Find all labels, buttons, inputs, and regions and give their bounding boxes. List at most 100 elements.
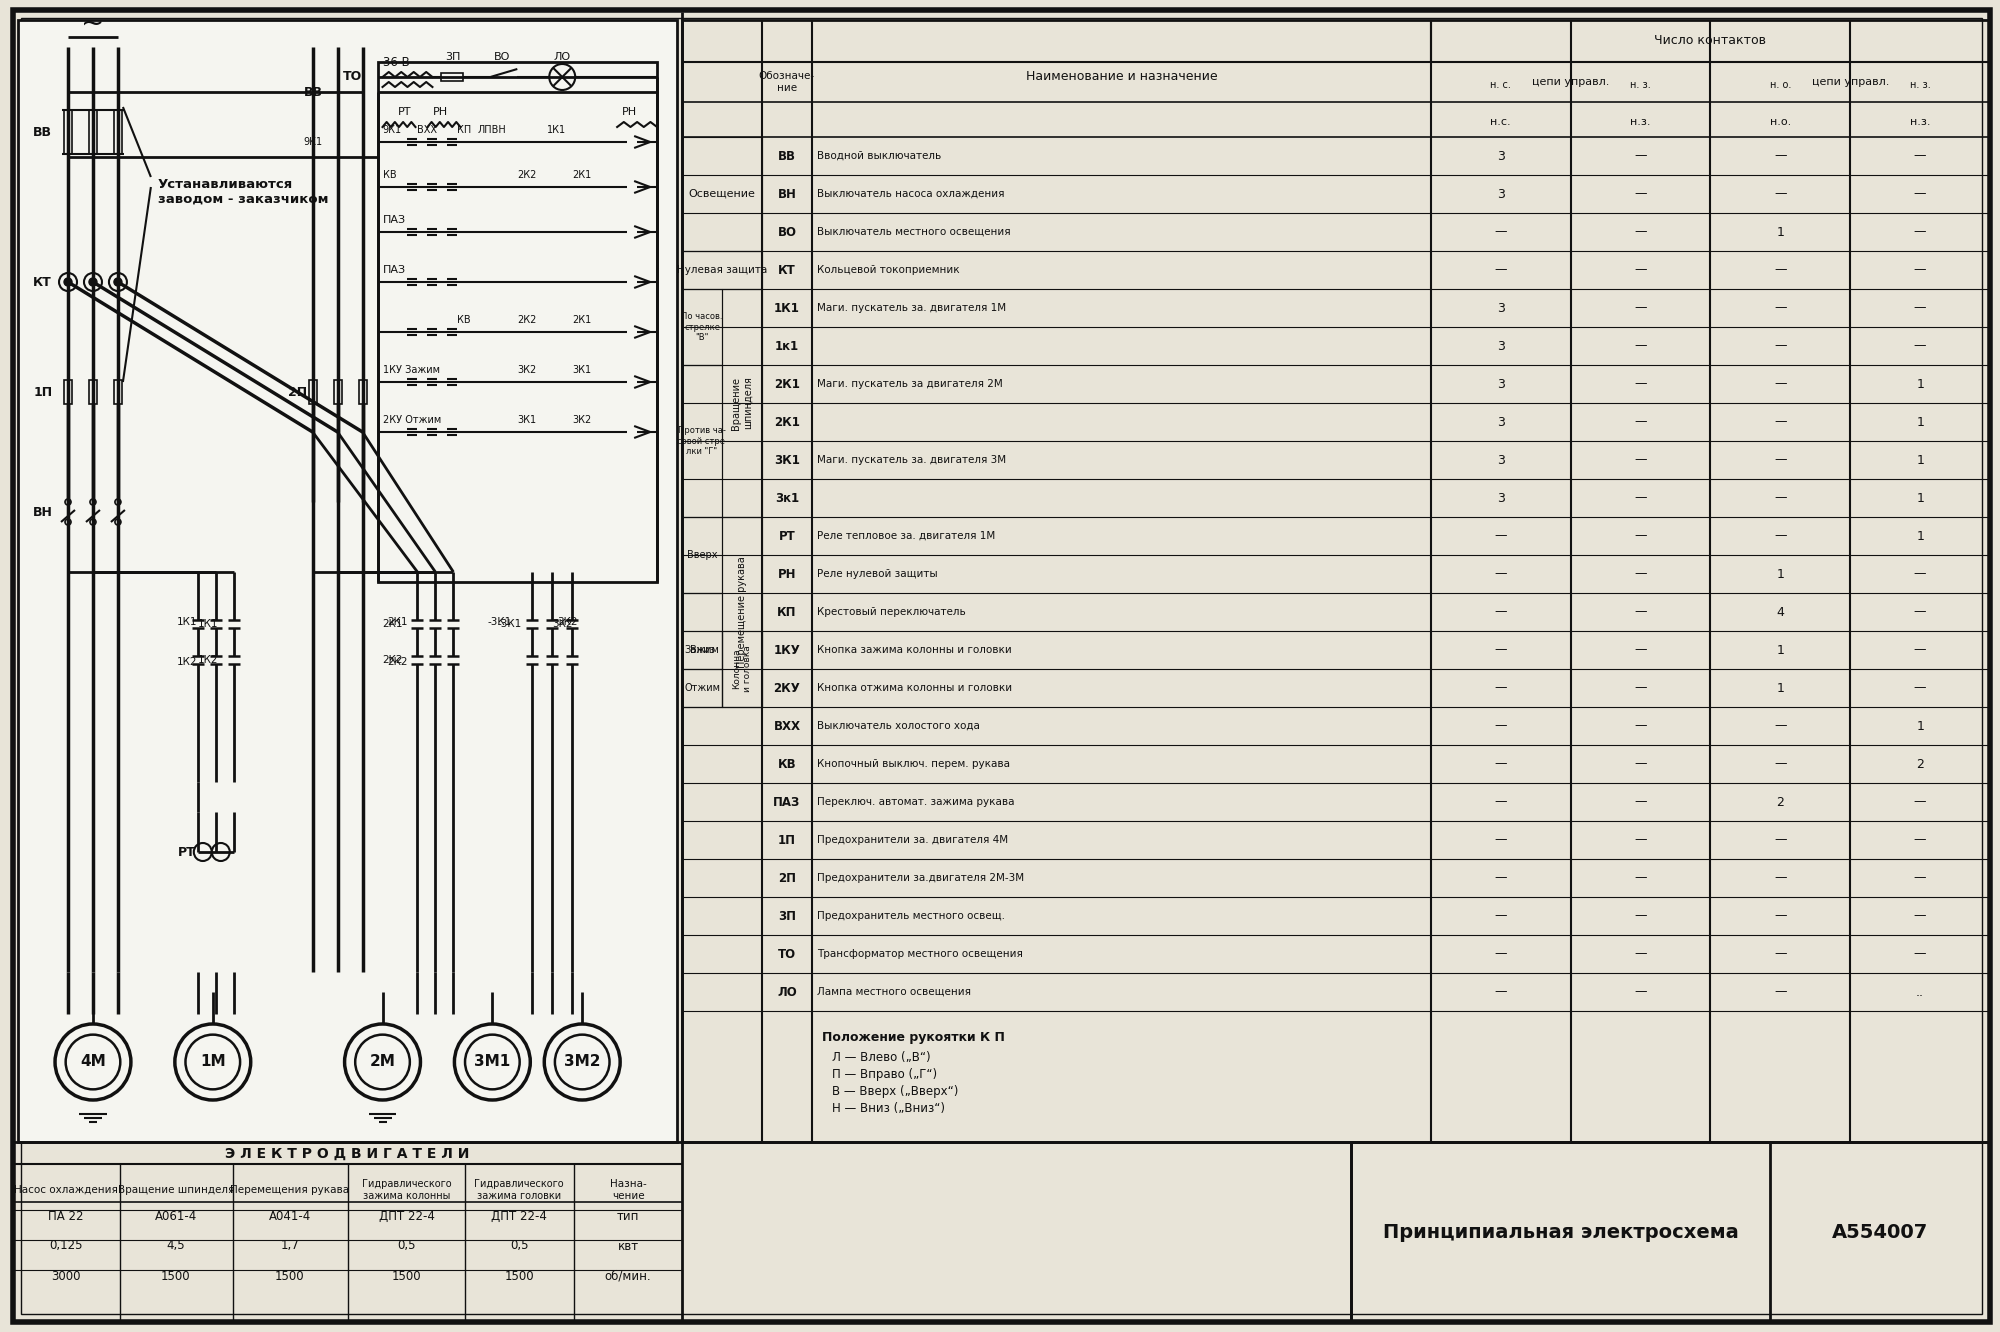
Text: —: — bbox=[1914, 225, 1926, 238]
Text: Л — Влево („В“): Л — Влево („В“) bbox=[832, 1051, 930, 1064]
Text: Кнопка зажима колонны и головки: Кнопка зажима колонны и головки bbox=[816, 645, 1012, 655]
Bar bbox=[722, 289, 762, 517]
Text: 0,5: 0,5 bbox=[510, 1240, 528, 1252]
Text: —: — bbox=[1494, 795, 1508, 809]
Text: 2К1: 2К1 bbox=[774, 377, 800, 390]
Text: —: — bbox=[1494, 643, 1508, 657]
Text: Перемещения рукава: Перемещения рукава bbox=[230, 1185, 350, 1195]
Text: 3П: 3П bbox=[778, 910, 796, 923]
Circle shape bbox=[60, 273, 76, 290]
Text: 1: 1 bbox=[1776, 225, 1784, 238]
Text: 1: 1 bbox=[1776, 567, 1784, 581]
Bar bbox=[682, 365, 722, 517]
Circle shape bbox=[174, 1024, 250, 1100]
Text: Принципиальная электросхема: Принципиальная электросхема bbox=[1382, 1223, 1738, 1241]
Text: 4,5: 4,5 bbox=[166, 1240, 186, 1252]
Text: 3: 3 bbox=[1496, 301, 1504, 314]
Text: —: — bbox=[1774, 947, 1786, 960]
Text: РТ: РТ bbox=[778, 530, 796, 542]
Text: П — Вправо („Г“): П — Вправо („Г“) bbox=[832, 1068, 936, 1082]
Text: —: — bbox=[1634, 301, 1646, 314]
Text: н.с.: н.с. bbox=[1490, 117, 1512, 127]
Text: Предохранители за.двигателя 2М-3М: Предохранители за.двигателя 2М-3М bbox=[816, 872, 1024, 883]
Text: цепи управл.: цепи управл. bbox=[1812, 77, 1888, 87]
Text: Число контактов: Число контактов bbox=[1654, 35, 1766, 48]
Text: ВХХ: ВХХ bbox=[774, 719, 800, 733]
Text: 1КУ: 1КУ bbox=[774, 643, 800, 657]
Text: РТ: РТ bbox=[398, 107, 410, 117]
Text: 2К1: 2К1 bbox=[572, 170, 592, 180]
Text: Трансформатор местного освещения: Трансформатор местного освещения bbox=[816, 948, 1022, 959]
Bar bbox=[114, 380, 122, 404]
Text: —: — bbox=[1634, 416, 1646, 429]
Text: —: — bbox=[1914, 871, 1926, 884]
Text: —: — bbox=[1914, 188, 1926, 201]
Text: —: — bbox=[1634, 453, 1646, 466]
Text: Зажим: Зажим bbox=[684, 645, 720, 655]
Text: н. о.: н. о. bbox=[1770, 80, 1792, 91]
Text: ВВ: ВВ bbox=[34, 125, 52, 139]
Text: 1К1: 1К1 bbox=[774, 301, 800, 314]
Text: 2К1: 2К1 bbox=[572, 314, 592, 325]
Text: ВВ: ВВ bbox=[778, 149, 796, 163]
Bar bbox=[682, 631, 722, 669]
Text: —: — bbox=[1494, 910, 1508, 923]
Text: Гидравлического: Гидравлического bbox=[362, 1179, 452, 1189]
Text: —: — bbox=[1774, 910, 1786, 923]
Text: 4: 4 bbox=[1776, 606, 1784, 618]
Text: Устанавливаются
заводом - заказчиком: Устанавливаются заводом - заказчиком bbox=[158, 178, 328, 206]
Bar bbox=[18, 20, 678, 1142]
Text: 1: 1 bbox=[1916, 492, 1924, 505]
Text: 2К2: 2К2 bbox=[518, 170, 536, 180]
Text: —: — bbox=[1914, 834, 1926, 847]
Text: —: — bbox=[1914, 682, 1926, 694]
Text: Вращение
шпинделя: Вращение шпинделя bbox=[732, 377, 752, 429]
Text: Реле нулевой защиты: Реле нулевой защиты bbox=[816, 569, 938, 579]
Bar bbox=[682, 289, 722, 365]
Text: —: — bbox=[1494, 530, 1508, 542]
Text: КП: КП bbox=[458, 125, 472, 135]
Text: цепи управл.: цепи управл. bbox=[1532, 77, 1610, 87]
Text: —: — bbox=[1634, 606, 1646, 618]
Text: —: — bbox=[1914, 264, 1926, 277]
Bar bbox=[682, 250, 762, 289]
Text: —: — bbox=[1634, 986, 1646, 999]
Text: 2: 2 bbox=[1776, 795, 1784, 809]
Text: 1: 1 bbox=[1916, 453, 1924, 466]
Text: об/мин.: об/мин. bbox=[604, 1269, 652, 1283]
Text: КВ: КВ bbox=[778, 758, 796, 770]
Text: —: — bbox=[1634, 871, 1646, 884]
Text: 3К2: 3К2 bbox=[518, 365, 536, 376]
Text: 1500: 1500 bbox=[162, 1269, 190, 1283]
Text: —: — bbox=[1774, 986, 1786, 999]
Text: В — Вверх („Вверх“): В — Вверх („Вверх“) bbox=[832, 1086, 958, 1098]
Text: ВО: ВО bbox=[494, 52, 510, 63]
Text: А041-4: А041-4 bbox=[268, 1209, 310, 1223]
Text: 2КУ Отжим: 2КУ Отжим bbox=[382, 416, 440, 425]
Text: —: — bbox=[1494, 264, 1508, 277]
Bar bbox=[682, 669, 722, 707]
Text: Предохранители за. двигателя 4М: Предохранители за. двигателя 4М bbox=[816, 835, 1008, 844]
Text: —: — bbox=[1494, 947, 1508, 960]
Text: ВН: ВН bbox=[34, 506, 52, 518]
Text: —: — bbox=[1634, 834, 1646, 847]
Text: 3000: 3000 bbox=[52, 1269, 80, 1283]
Text: 1П: 1П bbox=[34, 385, 52, 398]
Text: 2П: 2П bbox=[778, 871, 796, 884]
Text: 36 В: 36 В bbox=[382, 56, 410, 68]
Text: А061-4: А061-4 bbox=[154, 1209, 196, 1223]
Text: зажима колонны: зажима колонны bbox=[362, 1191, 450, 1201]
Circle shape bbox=[114, 278, 122, 286]
Circle shape bbox=[194, 843, 212, 860]
Text: 2К2: 2К2 bbox=[518, 314, 536, 325]
Text: Маги. пускатель за. двигателя 3М: Маги. пускатель за. двигателя 3М bbox=[816, 456, 1006, 465]
Text: 3: 3 bbox=[1496, 453, 1504, 466]
Text: —: — bbox=[1914, 567, 1926, 581]
Bar bbox=[88, 111, 96, 155]
Text: —: — bbox=[1774, 377, 1786, 390]
Text: Наименование и назначение: Наименование и назначение bbox=[1026, 71, 1218, 84]
Text: чение: чение bbox=[612, 1191, 644, 1201]
Text: 2К1: 2К1 bbox=[388, 617, 408, 627]
Text: —: — bbox=[1914, 795, 1926, 809]
Bar bbox=[682, 517, 722, 593]
